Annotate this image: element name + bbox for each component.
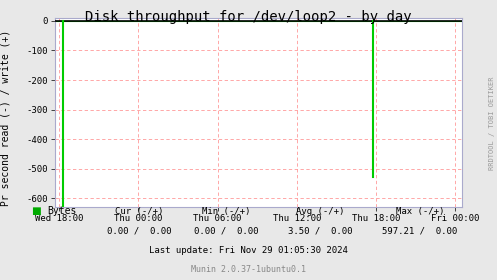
Text: Munin 2.0.37-1ubuntu0.1: Munin 2.0.37-1ubuntu0.1 [191, 265, 306, 274]
Text: RRDTOOL / TOBI OETIKER: RRDTOOL / TOBI OETIKER [489, 76, 495, 170]
Text: Cur (-/+): Cur (-/+) [115, 207, 164, 216]
Text: 3.50 /  0.00: 3.50 / 0.00 [288, 227, 353, 235]
Text: 597.21 /  0.00: 597.21 / 0.00 [382, 227, 458, 235]
Text: Last update: Fri Nov 29 01:05:30 2024: Last update: Fri Nov 29 01:05:30 2024 [149, 246, 348, 255]
Text: Max (-/+): Max (-/+) [396, 207, 444, 216]
Text: Avg (-/+): Avg (-/+) [296, 207, 345, 216]
Text: ■: ■ [31, 206, 41, 216]
Text: Pr second read (-) / write (+): Pr second read (-) / write (+) [1, 29, 11, 206]
Text: Disk throughput for /dev/loop2 - by day: Disk throughput for /dev/loop2 - by day [85, 10, 412, 24]
Text: Bytes: Bytes [47, 206, 77, 216]
Text: Min (-/+): Min (-/+) [202, 207, 250, 216]
Text: 0.00 /  0.00: 0.00 / 0.00 [194, 227, 258, 235]
Text: 0.00 /  0.00: 0.00 / 0.00 [107, 227, 171, 235]
